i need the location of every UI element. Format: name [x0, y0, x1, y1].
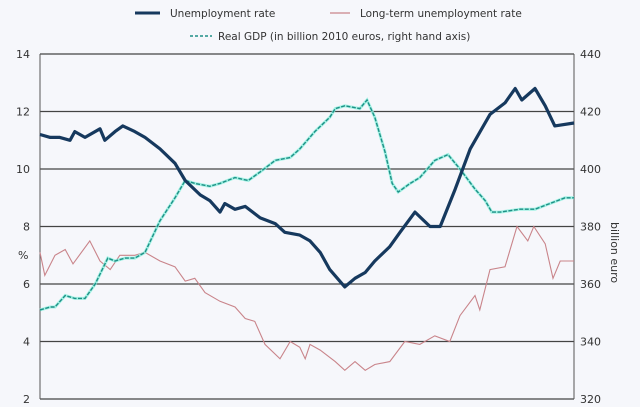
y2-tick-label: 400 [580, 163, 601, 176]
y-tick-label: 8 [23, 221, 30, 234]
y-tick-label: 14 [16, 48, 30, 61]
y-tick-label: 2 [23, 393, 30, 403]
legend: Unemployment rate Long-term unemployment… [135, 8, 522, 43]
y2-tick-label: 420 [580, 106, 601, 119]
y2-tick-label: 360 [580, 278, 601, 291]
series-line-long-term-unemployment [39, 225, 574, 372]
series-line-real-gdp [39, 98, 574, 311]
y2-tick-label: 440 [580, 48, 601, 61]
y2-tick-label: 340 [580, 336, 601, 349]
y2-tick-label: 320 [580, 393, 601, 403]
y2-axis-label: billion euro [608, 222, 621, 283]
y2-tick-label: 380 [580, 221, 601, 234]
y-tick-label: 12 [16, 106, 30, 119]
y-tick-label: 4 [23, 336, 30, 349]
legend-label-gdp: Real GDP (in billion 2010 euros, right h… [218, 31, 470, 43]
y-axis-label: % [18, 249, 28, 262]
legend-label-longterm: Long-term unemployment rate [360, 8, 522, 20]
series-line-unemployment-rate [39, 86, 575, 289]
series-line-gdp-halo [39, 97, 574, 312]
y-tick-label: 10 [16, 163, 30, 176]
y-tick-label: 6 [23, 278, 30, 291]
legend-label-unemployment: Unemployment rate [170, 8, 275, 20]
